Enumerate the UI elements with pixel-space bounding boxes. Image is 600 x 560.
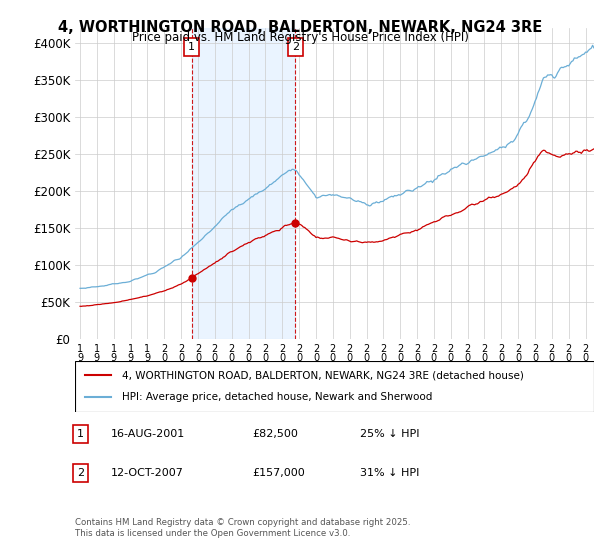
Text: 2: 2 bbox=[292, 41, 299, 52]
Text: 4, WORTHINGTON ROAD, BALDERTON, NEWARK, NG24 3RE (detached house): 4, WORTHINGTON ROAD, BALDERTON, NEWARK, … bbox=[122, 370, 524, 380]
Text: This data is licensed under the Open Government Licence v3.0.: This data is licensed under the Open Gov… bbox=[75, 529, 350, 538]
Text: 25% ↓ HPI: 25% ↓ HPI bbox=[360, 429, 419, 439]
Text: Contains HM Land Registry data © Crown copyright and database right 2025.: Contains HM Land Registry data © Crown c… bbox=[75, 518, 410, 527]
Text: £82,500: £82,500 bbox=[252, 429, 298, 439]
Text: 1: 1 bbox=[77, 429, 84, 439]
Text: 4, WORTHINGTON ROAD, BALDERTON, NEWARK, NG24 3RE: 4, WORTHINGTON ROAD, BALDERTON, NEWARK, … bbox=[58, 20, 542, 35]
Text: 16-AUG-2001: 16-AUG-2001 bbox=[111, 429, 185, 439]
Text: 1: 1 bbox=[188, 41, 195, 52]
Text: HPI: Average price, detached house, Newark and Sherwood: HPI: Average price, detached house, Newa… bbox=[122, 393, 432, 403]
FancyBboxPatch shape bbox=[75, 361, 594, 412]
Text: Price paid vs. HM Land Registry's House Price Index (HPI): Price paid vs. HM Land Registry's House … bbox=[131, 31, 469, 44]
Bar bbox=[191, 28, 295, 339]
Text: £157,000: £157,000 bbox=[252, 468, 305, 478]
Text: 12-OCT-2007: 12-OCT-2007 bbox=[111, 468, 184, 478]
Text: 2: 2 bbox=[77, 468, 84, 478]
Text: 31% ↓ HPI: 31% ↓ HPI bbox=[360, 468, 419, 478]
